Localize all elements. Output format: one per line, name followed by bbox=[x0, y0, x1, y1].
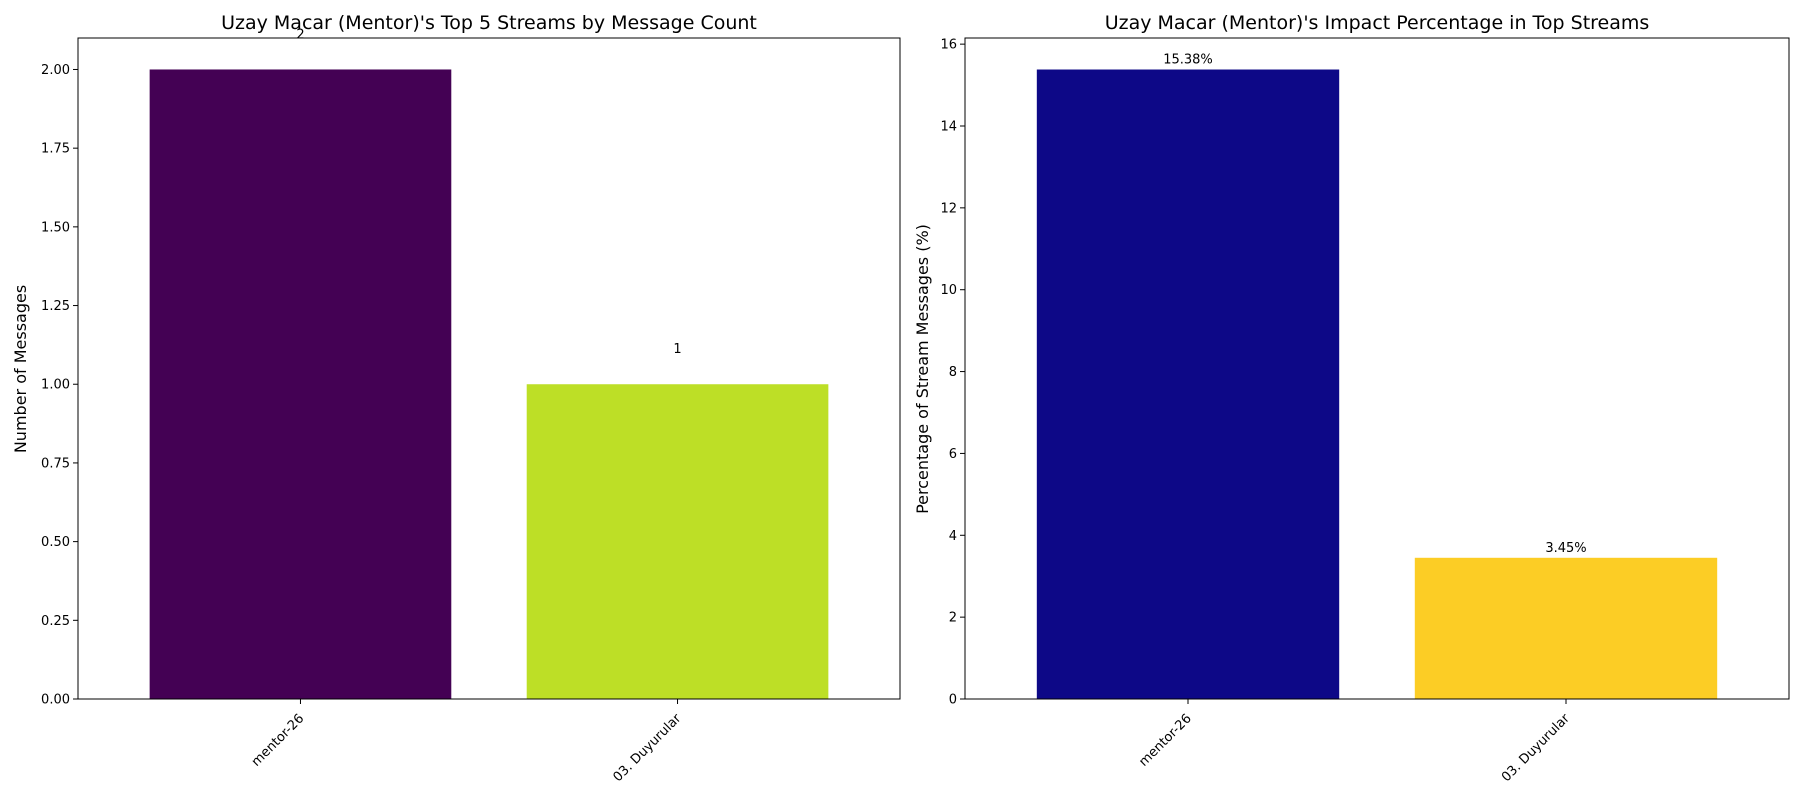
y-tick-label: 12 bbox=[940, 201, 957, 216]
data-label: 1 bbox=[673, 342, 681, 357]
plot-frame bbox=[77, 37, 901, 700]
chart-title: Uzay Macar (Mentor)'s Top 5 Streams by M… bbox=[221, 12, 757, 34]
y-tick-label: 14 bbox=[940, 119, 957, 134]
y-tick-label: 2.00 bbox=[41, 63, 70, 78]
bar bbox=[1414, 557, 1718, 699]
y-tick-label: 8 bbox=[949, 365, 957, 380]
chart-title: Uzay Macar (Mentor)'s Impact Percentage … bbox=[1105, 12, 1650, 34]
y-tick-label: 4 bbox=[949, 529, 957, 544]
data-label: 3.45% bbox=[1545, 541, 1586, 556]
x-tick-label: 03. Duyurular bbox=[1499, 711, 1573, 785]
y-axis-label: Number of Messages bbox=[11, 285, 30, 453]
y-tick-label: 16 bbox=[940, 38, 957, 53]
y-tick-label: 1.25 bbox=[41, 299, 70, 314]
x-tick-label: mentor-26 bbox=[249, 711, 307, 769]
y-tick-label: 1.50 bbox=[41, 220, 70, 235]
chart-marks: 0.00 0.25 0.50 0.75 1.00 1.25 1.50 1.75 2.00 ment… bbox=[41, 27, 829, 785]
chart-panel-message-count: Uzay Macar (Mentor)'s Top 5 Streams by M… bbox=[11, 12, 901, 785]
chart-panel-impact-percentage: Uzay Macar (Mentor)'s Impact Percentage … bbox=[913, 12, 1790, 785]
y-tick-label: 0.75 bbox=[41, 456, 70, 471]
data-label: 15.38% bbox=[1163, 53, 1213, 68]
y-tick-label: 0.00 bbox=[41, 693, 70, 708]
x-tick-label: 03. Duyurular bbox=[610, 711, 684, 785]
bar bbox=[149, 69, 452, 699]
plot-frame bbox=[964, 37, 1790, 700]
bar bbox=[1036, 69, 1340, 700]
y-tick-label: 0 bbox=[949, 693, 957, 708]
y-tick-label: 1.75 bbox=[41, 142, 70, 157]
x-tick-label: mentor-26 bbox=[1136, 711, 1194, 769]
y-tick-label: 0.25 bbox=[41, 614, 70, 629]
y-axis-label: Percentage of Stream Messages (%) bbox=[913, 224, 932, 514]
data-label: 2 bbox=[296, 27, 304, 42]
y-tick-label: 1.00 bbox=[41, 378, 70, 393]
y-tick-label: 2 bbox=[949, 611, 957, 626]
chart-marks: 0 2 4 6 8 10 12 14 16 mentor-26 15.38% 03. Duyurula… bbox=[940, 38, 1718, 785]
y-tick-label: 10 bbox=[940, 283, 957, 298]
y-tick-label: 6 bbox=[949, 447, 957, 462]
y-tick-label: 0.50 bbox=[41, 535, 70, 550]
bar bbox=[526, 384, 829, 699]
